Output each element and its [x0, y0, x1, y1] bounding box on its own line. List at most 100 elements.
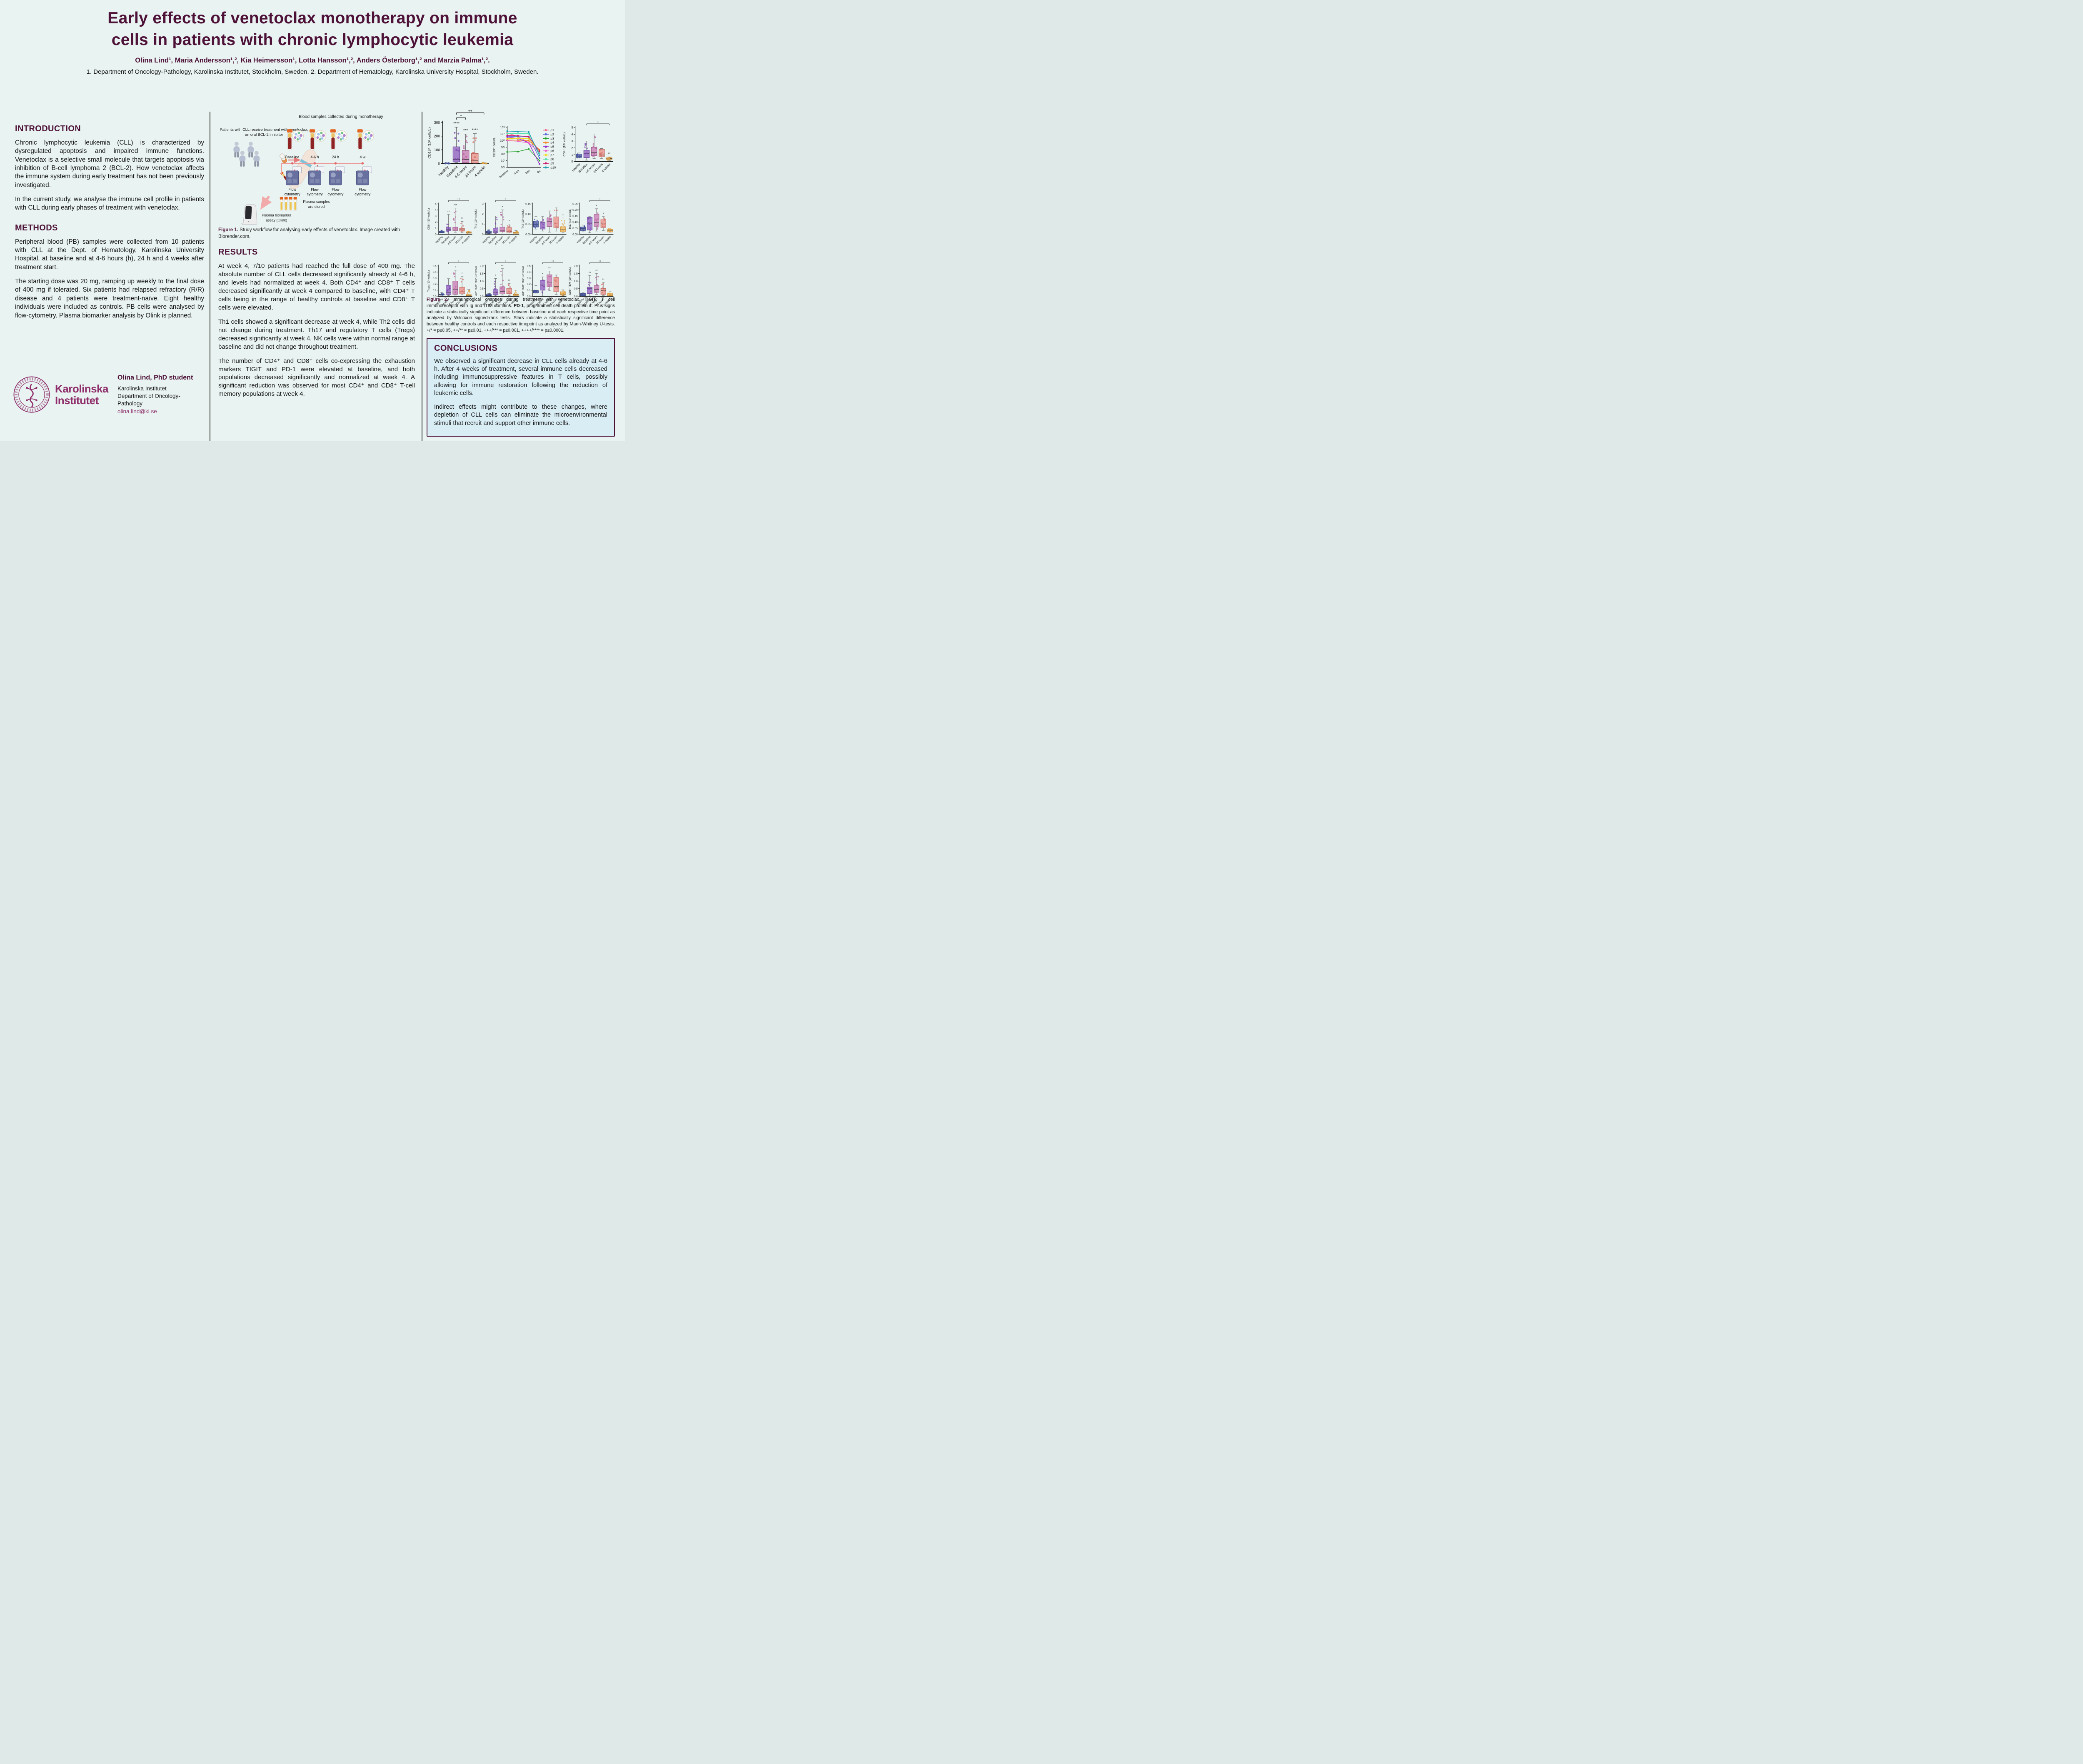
methods-paragraph-1: Peripheral blood (PB) samples were colle… — [15, 238, 204, 271]
timepoint-4-6h: 4-6 h — [311, 155, 319, 159]
svg-text:0.0: 0.0 — [527, 295, 531, 298]
svg-text:0.0: 0.0 — [574, 295, 578, 298]
svg-text:100: 100 — [434, 148, 440, 152]
blood-tube-4w-icon — [357, 129, 374, 150]
olink-analyzer-icon — [241, 204, 257, 225]
svg-text:*: * — [455, 267, 456, 270]
karolinska-seal-logo — [13, 376, 50, 413]
flow-cytometer-icon-3 — [329, 166, 345, 185]
svg-text:10⁶: 10⁶ — [501, 166, 505, 169]
contact-institute: Karolinska Institutet — [117, 385, 167, 392]
figure2-caption-part1: Immunological changes during treatment w… — [448, 297, 585, 302]
svg-text:10⁹: 10⁹ — [501, 146, 505, 149]
introduction-paragraph-1: Chronic lymphocytic leukemia (CLL) is ch… — [15, 139, 204, 189]
poster-header: Early effects of venetoclax monotherapy … — [0, 7, 625, 75]
figure2-caption-part2: , T cell immunoreceptor with Ig and ITIM… — [427, 297, 615, 308]
figure2-caption-part3: , programmed cell death protein 1. Plus … — [427, 303, 615, 333]
svg-text:0.2: 0.2 — [527, 283, 531, 286]
results-paragraph-3: The number of CD4⁺ and CD8⁺ cells co-exp… — [218, 357, 415, 398]
svg-text:0: 0 — [572, 160, 573, 163]
svg-text:CD8⁺ TIGIT⁺ PD1⁺ (10⁹ cells/L): CD8⁺ TIGIT⁺ PD1⁺ (10⁹ cells/L) — [522, 266, 524, 297]
wordmark-line-1: Karolinska — [55, 382, 108, 395]
svg-text:+: + — [597, 120, 599, 124]
figure1-caption: Figure 1. Study workflow for analysing e… — [218, 227, 415, 240]
svg-text:**: ** — [608, 152, 611, 156]
svg-text:**: ** — [548, 267, 551, 270]
svg-text:5: 5 — [435, 202, 437, 205]
flow-label-3a: Flow — [332, 187, 340, 192]
svg-text:3: 3 — [572, 140, 573, 143]
svg-text:CD19⁺ (10⁹ cells/L): CD19⁺ (10⁹ cells/L) — [427, 127, 432, 159]
conclusions-paragraph-1: We observed a significant decrease in CL… — [434, 357, 607, 397]
svg-text:p8: p8 — [550, 157, 554, 161]
svg-text:4: 4 — [435, 209, 437, 212]
svg-text:0.15: 0.15 — [572, 215, 578, 217]
timepoint-24h: 24 h — [332, 155, 339, 159]
svg-text:0.4: 0.4 — [527, 271, 531, 274]
svg-text:1: 1 — [572, 153, 573, 157]
conclusions-heading: CONCLUSIONS — [434, 343, 498, 353]
svg-text:5: 5 — [572, 126, 573, 130]
svg-text:0.1: 0.1 — [527, 289, 531, 292]
plasma-assay-line2: assay (Olink) — [266, 218, 287, 222]
conclusions-paragraph-2: Indirect effects might contribute to the… — [434, 404, 607, 427]
footer-left: Karolinska Institutet Olina Lind, PhD st… — [12, 374, 205, 415]
svg-text:2: 2 — [482, 212, 484, 215]
svg-text:0.10: 0.10 — [525, 212, 531, 215]
svg-text:++: ++ — [551, 260, 554, 263]
svg-text:CD19⁺ cells/L: CD19⁺ cells/L — [492, 137, 496, 157]
karolinska-wordmark: Karolinska Institutet — [55, 383, 108, 406]
flow-label-2a: Flow — [311, 187, 319, 192]
title-line-2: cells in patients with chronic lymphocyt… — [111, 30, 514, 49]
svg-text:0: 0 — [482, 233, 484, 236]
figure2-caption-pd1: PD-1 — [514, 303, 524, 308]
affiliations-line: 1. Department of Oncology-Pathology, Kar… — [86, 68, 539, 75]
contact-email-link[interactable]: olina.lind@ki.se — [117, 408, 157, 415]
conclusions-box: CONCLUSIONS We observed a significant de… — [427, 337, 615, 437]
svg-text:0.4: 0.4 — [433, 271, 437, 274]
svg-text:+: + — [505, 197, 507, 200]
svg-text:**: ** — [595, 270, 598, 272]
plasma-tubes-icon — [280, 197, 297, 211]
svg-text:CD8⁺ (10⁹ cells/L): CD8⁺ (10⁹ cells/L) — [427, 208, 430, 230]
svg-text:10¹⁰: 10¹⁰ — [500, 139, 505, 142]
svg-text:300: 300 — [434, 120, 440, 125]
svg-text:+: + — [460, 113, 462, 117]
svg-text:1.0: 1.0 — [574, 280, 578, 283]
wordmark-line-2: Institutet — [55, 394, 99, 407]
blood-tube-24h-icon — [330, 129, 347, 150]
svg-text:1: 1 — [482, 223, 484, 226]
svg-text:*: * — [596, 205, 597, 207]
flow-label-4b: cytometry — [355, 192, 371, 196]
flow-label-4a: Flow — [359, 187, 367, 192]
figure2-caption-label: Figure 2. — [427, 297, 448, 302]
flow-label-1b: cytometry — [285, 192, 301, 196]
svg-text:0.1: 0.1 — [433, 289, 437, 292]
results-paragraph-2: Th1 cells showed a significant decrease … — [218, 318, 415, 350]
svg-text:***: *** — [454, 204, 457, 207]
results-heading: RESULTS — [218, 247, 258, 257]
right-column: 0 100 200 300 CD19⁺ (10⁹ cells/L) Healthy ****… — [427, 109, 615, 437]
figure1-workflow-diagram: Blood samples collected during monothera… — [218, 112, 415, 225]
svg-text:+: + — [505, 260, 507, 263]
svg-text:0.2: 0.2 — [433, 283, 437, 286]
svg-text:3: 3 — [435, 215, 437, 217]
svg-text:****: **** — [453, 121, 460, 126]
blood-tube-4-6h-icon — [309, 129, 326, 150]
svg-text:+: + — [599, 197, 601, 200]
left-column: INTRODUCTION Chronic lymphocytic leukemi… — [15, 124, 204, 326]
svg-text:0.20: 0.20 — [572, 209, 578, 212]
timepoint-4w: 4 w — [360, 155, 365, 159]
svg-text:**: ** — [508, 280, 510, 282]
svg-text:0.00: 0.00 — [525, 233, 531, 236]
blood-tube-baseline-icon — [287, 129, 304, 150]
svg-text:p1: p1 — [550, 128, 554, 132]
blood-samples-label: Blood samples collected during monothera… — [299, 115, 384, 119]
timepoint-baseline: Baseline — [285, 155, 300, 159]
title-line-1: Early effects of venetoclax monotherapy … — [107, 9, 517, 27]
